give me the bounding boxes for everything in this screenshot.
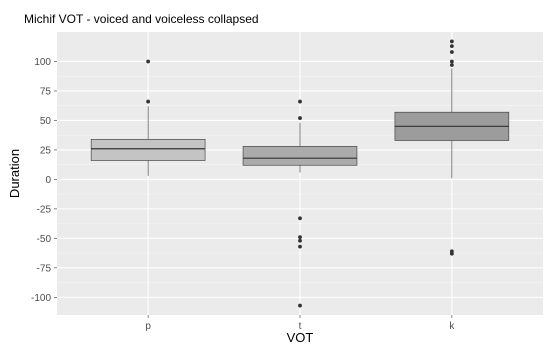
outlier-point [298, 99, 302, 104]
axes: 100 75 50 25 0 -25 -50 -75 -100 p t k [31, 57, 455, 332]
outlier-point [298, 303, 302, 308]
x-tick-label: k [449, 321, 455, 332]
y-tick-label: 75 [40, 86, 52, 97]
y-tick-label: -75 [37, 263, 52, 274]
y-tick-label: 100 [34, 57, 51, 68]
box-p [90, 59, 206, 176]
box-t [242, 99, 358, 308]
y-tick-label: 50 [40, 116, 52, 127]
outlier-point [298, 116, 302, 120]
outlier-point [449, 50, 454, 54]
y-tick-label: -25 [37, 204, 52, 215]
outlier-point [298, 216, 302, 221]
outlier-point [449, 44, 454, 49]
y-tick-label: 25 [40, 145, 52, 156]
y-tick-label: -100 [31, 293, 51, 304]
y-tick-label: -50 [37, 234, 52, 245]
outlier-point [298, 238, 302, 243]
outlier-point [298, 244, 302, 249]
y-axis-label: Duration [7, 149, 22, 198]
outlier-point [146, 59, 151, 64]
box-iqr [90, 139, 206, 161]
outlier-point [449, 59, 454, 64]
boxes [90, 39, 510, 308]
outlier-point [146, 99, 151, 104]
x-tick-label: p [145, 321, 151, 332]
x-axis-label: VOT [287, 330, 314, 345]
outlier-point [449, 39, 454, 44]
chart-title: Michif VOT - voiced and voiceless collap… [24, 12, 259, 26]
box-iqr [242, 146, 358, 166]
x-tick-label: t [299, 321, 302, 332]
y-tick-label: 0 [45, 175, 51, 186]
outlier-point [449, 251, 454, 256]
outlier-point [449, 63, 454, 67]
box-k [394, 39, 510, 256]
outlier-point [298, 235, 302, 240]
